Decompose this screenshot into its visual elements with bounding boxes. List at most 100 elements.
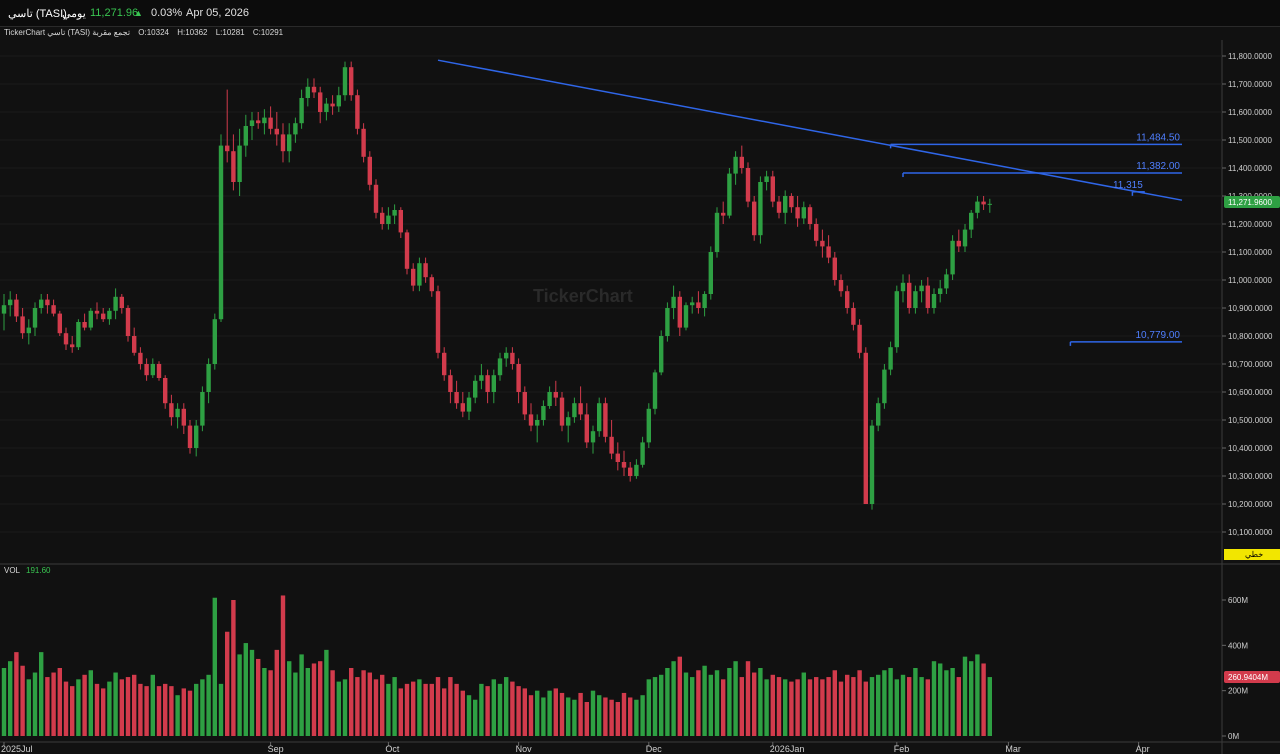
volume-bar bbox=[987, 677, 992, 736]
date-tick-label: Nov bbox=[516, 744, 533, 754]
volume-bar bbox=[57, 668, 62, 736]
candle-body bbox=[683, 305, 689, 328]
volume-bar bbox=[615, 702, 620, 736]
change-percent: 0.03% bbox=[151, 7, 183, 19]
volume-bar bbox=[609, 699, 614, 736]
volume-bar bbox=[814, 677, 819, 736]
volume-bar bbox=[150, 674, 155, 736]
candle-body bbox=[138, 352, 143, 364]
yellow-label-text: خطي bbox=[1245, 550, 1263, 559]
candle-body bbox=[156, 364, 162, 378]
volume-bar bbox=[460, 690, 465, 736]
volume-bar bbox=[652, 677, 658, 736]
candle-body bbox=[70, 344, 75, 348]
candle-body bbox=[702, 294, 707, 308]
last-price-badge bbox=[1224, 196, 1280, 208]
candle-body bbox=[919, 285, 924, 292]
volume-bar bbox=[144, 686, 149, 736]
volume-bar bbox=[497, 683, 503, 736]
candle-body bbox=[962, 229, 968, 247]
period-label[interactable]: يومي bbox=[62, 8, 86, 20]
candle-body bbox=[63, 333, 69, 345]
candle-body bbox=[745, 168, 751, 202]
candle-body bbox=[528, 414, 534, 426]
candle-body bbox=[764, 176, 769, 182]
candle-body bbox=[931, 294, 937, 308]
volume-bar bbox=[361, 670, 366, 736]
price-tick-label: 11,000.0000 bbox=[1228, 276, 1272, 285]
volume-bar bbox=[572, 699, 577, 736]
candle-body bbox=[832, 257, 837, 280]
price-tick-label: 10,700.0000 bbox=[1228, 360, 1273, 369]
volume-bar bbox=[262, 668, 267, 736]
volume-bar bbox=[237, 654, 242, 736]
volume-bar bbox=[665, 668, 670, 736]
candle-body bbox=[411, 268, 416, 286]
yellow-label-badge[interactable] bbox=[1224, 549, 1280, 560]
volume-bar bbox=[200, 679, 205, 736]
candle-body bbox=[535, 420, 540, 426]
volume-bar bbox=[739, 677, 744, 736]
volume-bar bbox=[119, 679, 124, 736]
symbol-name[interactable]: تاسي (TASI) bbox=[8, 8, 67, 20]
candle-body bbox=[783, 196, 788, 213]
volume-bar bbox=[256, 658, 261, 736]
candle-body bbox=[857, 324, 862, 353]
candle-body bbox=[181, 408, 186, 426]
price-tick-label: 11,600.0000 bbox=[1228, 108, 1272, 117]
top-bar: تاسي (TASI) يومي 11,271.96 ▲ 0.03% Apr 0… bbox=[0, 0, 1280, 27]
date-tick-label: Dec bbox=[646, 744, 663, 754]
candle-body bbox=[231, 151, 236, 182]
candle-body bbox=[708, 252, 713, 294]
candle-body bbox=[175, 408, 180, 418]
candle-body bbox=[287, 134, 292, 152]
candle-body bbox=[801, 207, 806, 219]
volume-bar bbox=[528, 695, 534, 736]
candle-body bbox=[553, 392, 558, 398]
candle-body bbox=[454, 392, 459, 404]
candle-body bbox=[212, 319, 217, 364]
volume-bar bbox=[696, 670, 701, 736]
volume-label: VOL bbox=[4, 566, 21, 575]
volume-bar bbox=[845, 674, 850, 736]
candle-body bbox=[485, 375, 490, 392]
volume-bar bbox=[1, 668, 7, 736]
volume-bar bbox=[231, 600, 236, 736]
volume-bar bbox=[132, 674, 137, 736]
volume-bar bbox=[640, 695, 645, 736]
volume-bar bbox=[900, 674, 906, 736]
candle-body bbox=[795, 207, 800, 219]
volume-bar bbox=[504, 677, 509, 736]
candle-body bbox=[473, 380, 478, 398]
candle-body bbox=[690, 302, 695, 306]
candle-body bbox=[187, 425, 193, 448]
candle-body bbox=[479, 375, 484, 381]
price-tick-label: 11,800.0000 bbox=[1228, 52, 1272, 61]
volume-bar bbox=[70, 686, 75, 736]
volume-bar bbox=[646, 679, 651, 736]
volume-bar bbox=[330, 670, 335, 736]
candle-body bbox=[218, 145, 224, 320]
volume-bar bbox=[404, 683, 410, 736]
volume-bar bbox=[683, 672, 689, 736]
candle-body bbox=[88, 310, 93, 328]
candle-body bbox=[646, 408, 651, 443]
volume-bar bbox=[88, 670, 93, 736]
candle-body bbox=[640, 442, 645, 465]
candle-body bbox=[559, 397, 565, 426]
price-tick-label: 11,200.0000 bbox=[1228, 220, 1272, 229]
volume-bar bbox=[429, 683, 434, 736]
candle-body bbox=[349, 67, 354, 96]
volume-bar bbox=[919, 677, 924, 736]
volume-bar bbox=[547, 690, 552, 736]
candle-body bbox=[330, 103, 335, 107]
volume-bar bbox=[386, 683, 391, 736]
volume-bar bbox=[690, 677, 695, 736]
candle-body bbox=[76, 322, 81, 348]
volume-bar bbox=[931, 661, 937, 736]
candle-body bbox=[293, 123, 298, 135]
volume-bar bbox=[51, 672, 56, 736]
candle-body bbox=[194, 425, 199, 448]
level-label: 11,382.00 bbox=[1136, 161, 1180, 172]
